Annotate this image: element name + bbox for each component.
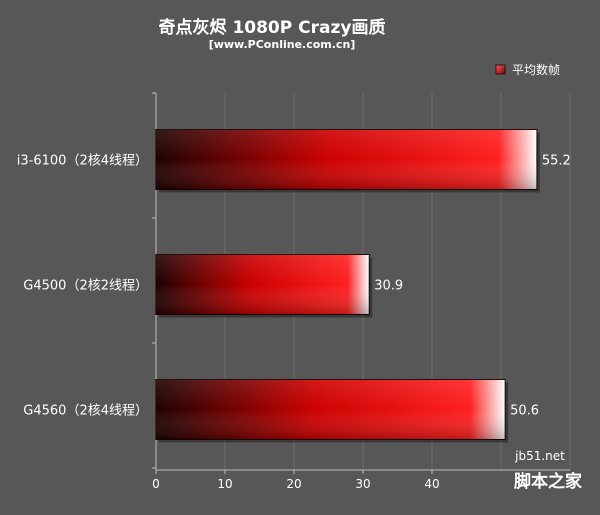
category-labels: i3-6100（2核4线程） G4500（2核2线程） G4560（2核4线程） (17, 154, 148, 419)
x-tick-label: 20 (286, 477, 301, 491)
x-tick-label: 0 (152, 477, 160, 491)
x-tick-label: 30 (355, 477, 370, 491)
value-labels: 55.2 30.9 50.6 (374, 154, 571, 419)
x-tick-label: 40 (424, 477, 439, 491)
watermark-site: jb51.net (514, 449, 565, 463)
watermark: jb51.net 脚本之家 (514, 449, 582, 492)
value-label: 55.2 (542, 154, 571, 169)
bars (155, 129, 540, 443)
category-label: i3-6100（2核4线程） (17, 154, 148, 169)
watermark-name: 脚本之家 (514, 471, 582, 492)
legend-label: 平均数帧 (512, 62, 560, 77)
bar-shading (156, 379, 506, 440)
bar-shading (156, 129, 537, 190)
x-tick-label: 10 (217, 477, 232, 491)
legend: 平均数帧 (495, 62, 560, 77)
value-label: 30.9 (374, 279, 403, 294)
value-label: 50.6 (510, 404, 539, 419)
category-label: G4560（2核4线程） (23, 404, 148, 419)
category-label: G4500（2核2线程） (23, 279, 148, 294)
chart-subtitle: [www.PConline.com.cn] (209, 38, 356, 51)
chart-title: 奇点灰烬 1080P Crazy画质 (159, 17, 386, 38)
legend-swatch (495, 64, 506, 75)
x-tick-labels: 0 10 20 30 40 (152, 470, 440, 491)
bar-shading (156, 254, 370, 315)
